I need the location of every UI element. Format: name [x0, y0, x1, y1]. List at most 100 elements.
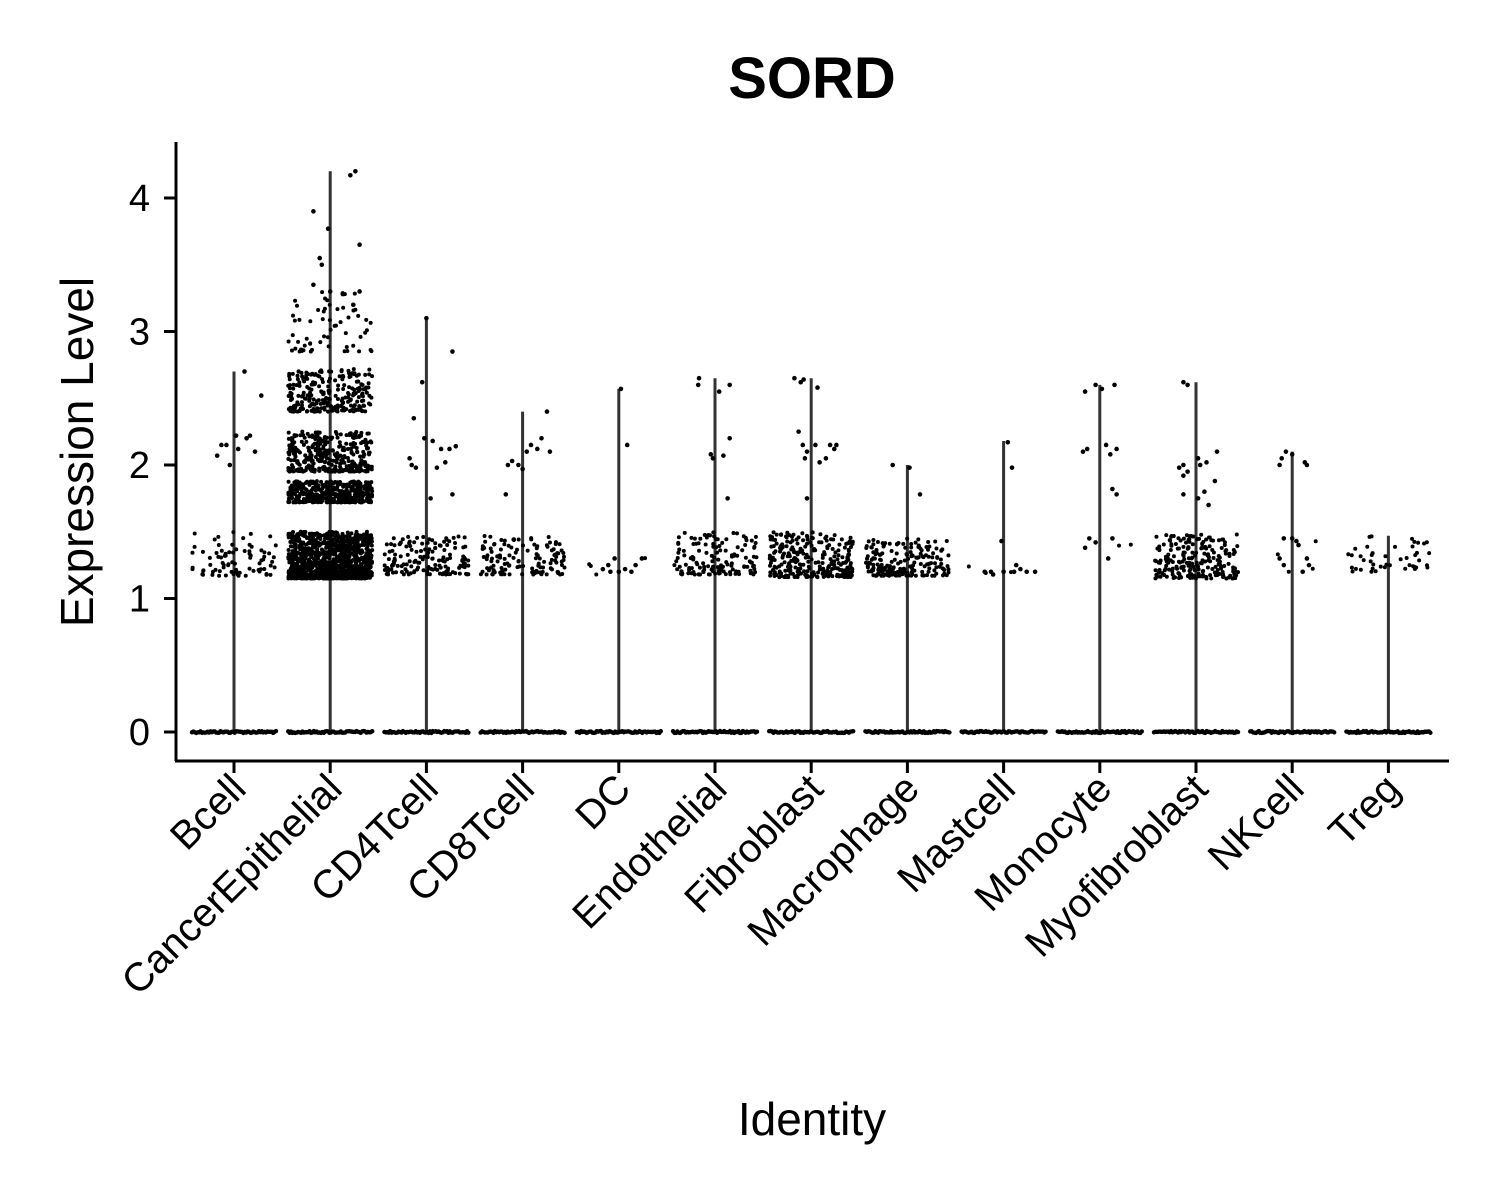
data-point: [1216, 553, 1221, 558]
data-point: [817, 567, 822, 572]
data-point: [1234, 532, 1239, 537]
data-point: [447, 552, 452, 557]
data-point: [947, 730, 952, 735]
data-point: [294, 468, 299, 473]
data-point: [395, 563, 400, 568]
data-point: [319, 479, 324, 484]
data-point: [817, 564, 822, 569]
data-point: [911, 563, 916, 568]
data-point: [1043, 729, 1048, 734]
data-point: [355, 399, 360, 404]
data-point: [262, 567, 267, 572]
data-point: [364, 390, 369, 395]
violin-group-nkcell: [1248, 449, 1337, 736]
data-point: [323, 466, 328, 471]
data-point: [365, 431, 370, 436]
data-point: [328, 479, 333, 484]
data-point: [314, 483, 319, 488]
data-point: [425, 555, 430, 560]
data-point: [672, 563, 677, 568]
data-point: [304, 409, 309, 414]
data-point: [307, 489, 312, 494]
data-point: [292, 458, 297, 463]
data-point: [866, 569, 871, 574]
data-point: [544, 543, 549, 548]
data-point: [1213, 573, 1218, 578]
data-point: [1231, 547, 1236, 552]
data-point: [1181, 553, 1186, 558]
data-point: [453, 571, 458, 576]
x-axis-label: Identity: [738, 1093, 886, 1145]
data-point: [753, 534, 758, 539]
data-point: [790, 545, 795, 550]
data-point: [339, 541, 344, 546]
data-point: [1171, 576, 1176, 581]
data-point: [718, 548, 723, 553]
data-point: [677, 564, 682, 569]
data-point: [201, 568, 206, 573]
data-point: [1294, 538, 1299, 544]
data-point: [291, 386, 296, 391]
data-point: [1233, 576, 1238, 581]
data-point: [286, 552, 291, 557]
data-point: [301, 553, 306, 558]
data-point: [711, 530, 716, 535]
data-point: [347, 549, 352, 554]
data-point: [307, 386, 312, 391]
data-point: [1313, 539, 1318, 544]
data-point: [393, 552, 398, 557]
data-point: [1201, 568, 1206, 573]
data-point: [354, 529, 359, 534]
data-point: [909, 545, 914, 550]
data-point: [343, 395, 348, 400]
data-point: [1422, 541, 1427, 546]
data-point: [290, 536, 295, 541]
data-point: [1202, 489, 1207, 495]
data-point: [1226, 561, 1231, 566]
violin-group-cancerepithelial: [286, 169, 375, 736]
data-point: [1304, 556, 1310, 561]
data-point: [822, 550, 827, 555]
data-point: [290, 539, 295, 544]
data-point: [302, 459, 307, 464]
data-point: [795, 541, 800, 546]
data-point: [813, 548, 818, 553]
data-point: [729, 561, 734, 566]
data-point: [322, 539, 327, 544]
data-point: [905, 536, 910, 541]
point-cluster: [1153, 532, 1240, 581]
data-point: [735, 553, 740, 558]
data-point: [287, 452, 292, 457]
data-point: [542, 559, 547, 564]
data-point: [430, 556, 435, 561]
zero-points: [478, 728, 567, 736]
data-point: [1139, 729, 1145, 734]
data-point: [1412, 539, 1417, 544]
data-point: [421, 535, 426, 540]
data-point: [351, 436, 356, 441]
data-point: [848, 561, 853, 566]
data-point: [355, 449, 360, 454]
data-point: [365, 560, 370, 565]
data-point: [289, 558, 294, 563]
data-point: [1128, 542, 1133, 547]
point-cluster: [286, 479, 375, 505]
data-point: [315, 432, 320, 437]
data-point: [311, 533, 316, 538]
data-point: [370, 548, 375, 553]
data-point: [361, 449, 366, 454]
data-point: [1187, 539, 1192, 544]
violin-group-mastcell: [959, 440, 1048, 736]
data-point: [308, 319, 313, 324]
data-point: [939, 548, 944, 553]
data-point: [799, 562, 804, 567]
data-point: [515, 565, 520, 570]
data-point: [292, 318, 297, 323]
point-cluster: [286, 529, 375, 581]
point-cluster: [382, 534, 471, 577]
data-point: [1218, 564, 1223, 569]
data-point: [273, 728, 279, 734]
data-point: [328, 327, 333, 332]
data-point: [826, 574, 831, 579]
data-point: [358, 500, 363, 505]
